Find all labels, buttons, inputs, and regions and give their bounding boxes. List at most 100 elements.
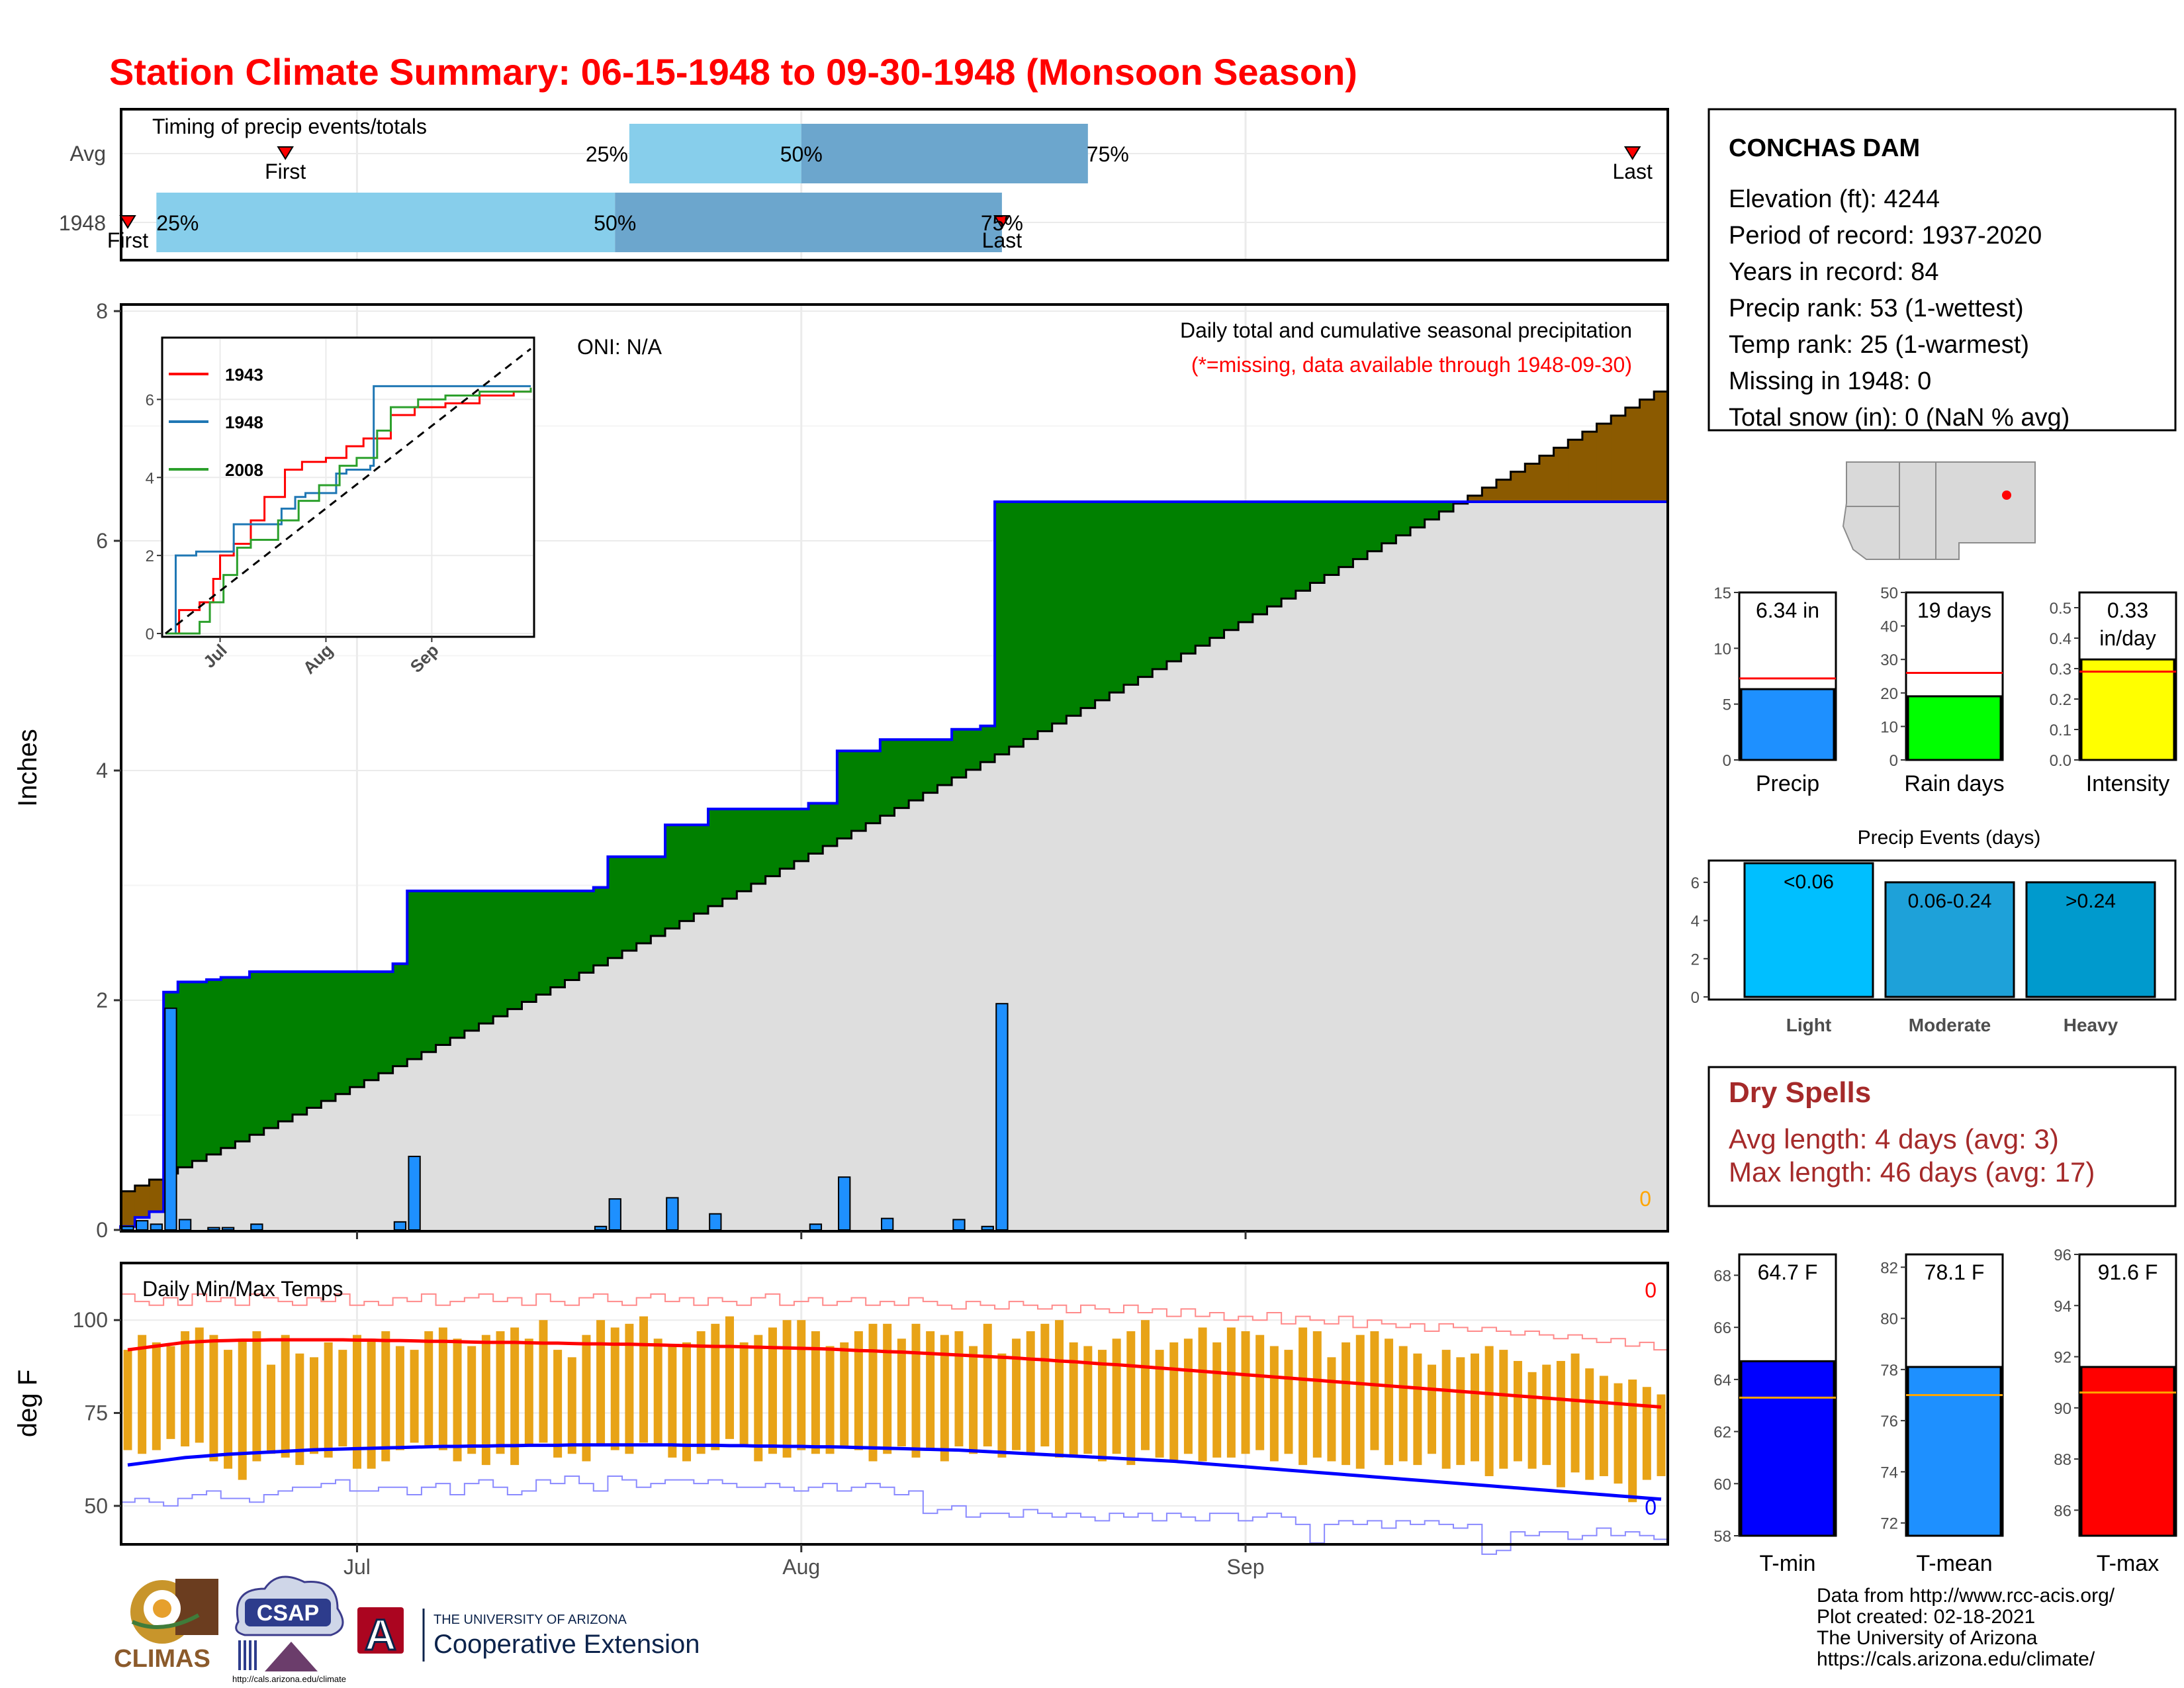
deficit-area [1482,487,1497,502]
daily-temp-range-bar [424,1331,433,1447]
daily-temp-range-bar [711,1323,720,1450]
csap-url: http://cals.arizona.edu/climate [232,1674,346,1684]
surplus-area [192,982,207,1161]
summary-chart-label: T-min [1760,1551,1816,1576]
daily-temp-range-bar [1542,1364,1551,1466]
daily-temp-range-bar [1456,1357,1465,1466]
daily-temp-range-bar [467,1346,477,1454]
summary-y-tick-label: 10 [1880,718,1898,736]
daily-temp-range-bar [352,1335,361,1469]
summary-y-tick-label: 64 [1713,1372,1731,1389]
deficit-area [1568,440,1583,502]
summary-value-label: 19 days [1917,598,1991,622]
temp-y-tick-label: 100 [73,1308,108,1332]
surplus-area [1224,502,1239,630]
surplus-area [694,825,709,914]
summary-value-label: 64.7 F [1758,1260,1818,1284]
surplus-area [206,979,222,1155]
summary-chart-t-max: 91.6 F 86 88 90 92 94 96 T-max [2054,1246,2177,1576]
daily-temp-range-bar [854,1331,863,1450]
daily-temp-range-bar [1183,1338,1193,1454]
surplus-area [278,971,293,1122]
daily-temp-range-bar [1499,1350,1508,1469]
precip-panel-subtitle: (*=missing, data available through 1948-… [1191,353,1632,377]
daily-temp-range-bar [926,1331,935,1450]
daily-temp-range-bar [209,1335,218,1462]
daily-temp-range-bar [1370,1331,1379,1450]
first-label-1948: First [107,228,148,252]
daily-temp-range-bar [1198,1327,1207,1462]
daily-temp-range-bar [782,1320,792,1458]
ua-name: THE UNIVERSITY OF ARIZONA [433,1613,627,1627]
surplus-area [1281,502,1297,599]
temp-panel-title: Daily Min/Max Temps [142,1277,343,1301]
daily-temp-range-bar [410,1350,419,1443]
precip-event-bar-label: 0.06-0.24 [1908,890,1992,912]
daily-temp-range-bar [610,1327,619,1450]
surplus-area [1052,502,1067,724]
surplus-area [966,729,981,770]
summary-value-label: 78.1 F [1925,1260,1985,1284]
surplus-area [321,971,336,1102]
surplus-area [679,825,694,921]
csap-wordmark: CSAP [257,1601,319,1626]
summary-y-tick-label: 90 [2054,1400,2071,1418]
precip-event-category-label: Moderate [1909,1015,1991,1035]
p25-label-1948: 25% [156,211,199,235]
surplus-area [235,977,250,1142]
daily-temp-range-bar [1083,1346,1093,1454]
inset-y-tick-label: 4 [146,469,154,487]
surplus-area [550,890,565,988]
daily-temp-range-bar [1169,1342,1179,1462]
cumulative-1948-line [119,500,1668,1230]
footer-university: The University of Arizona [1817,1627,2038,1649]
summary-y-tick-label: 0.4 [2050,630,2071,648]
temp-missing-max-label: 0 [1645,1278,1657,1302]
daily-precip-bar [221,1227,235,1231]
summary-y-tick-label: 96 [2054,1246,2071,1264]
daily-precip-bar [121,1225,134,1231]
summary-y-tick-label: 0.1 [2050,722,2071,739]
surplus-area [909,739,924,801]
csap-logo: CSAP http://cals.arizona.edu/climate [232,1575,346,1684]
summary-value-bar [2080,658,2175,761]
daily-temp-range-bar [739,1342,749,1447]
deficit-area [1625,407,1641,502]
surplus-area [1353,502,1368,559]
precip-missing-count: 0 [1639,1187,1651,1211]
daily-temp-range-bar [725,1316,734,1439]
summary-y-tick-label: 15 [1713,585,1731,602]
summary-y-tick-label: 94 [2054,1297,2071,1315]
station-name: CONCHAS DAM [1729,134,1920,162]
average-low-line [127,1443,1662,1501]
surplus-area [880,739,895,816]
daily-temp-range-bar [367,1338,376,1469]
summary-chart-label: Rain days [1904,771,2004,796]
deficit-area [1525,463,1540,502]
daily-temp-range-bar [639,1316,649,1443]
record-high-line [120,1293,1668,1351]
surplus-area [349,971,365,1088]
precip-events-title: Precip Events (days) [1858,827,2041,849]
surplus-area [1023,502,1038,739]
timing-panel-label: Timing of precip events/totals [152,115,427,138]
precip-events-y-tick-label: 0 [1691,989,1700,1007]
summary-y-tick-label: 5 [1723,696,1731,714]
surplus-area [1038,502,1053,731]
daily-temp-range-bar [1298,1327,1308,1466]
daily-temp-range-bar [1140,1320,1150,1450]
location-map [1842,461,2036,560]
summary-chart-label: T-max [2097,1551,2159,1576]
precip-panel: 0 2 4 6 8 Inches Daily total and cumulative … [13,299,1669,1242]
daily-temp-range-bar [1040,1323,1050,1447]
daily-temp-range-bar [668,1346,677,1458]
daily-temp-range-bar [1055,1320,1064,1458]
precip-events-y-tick-label: 6 [1691,874,1700,892]
inset-y-tick-label: 0 [146,626,154,643]
station-info-box: CONCHAS DAM Elevation (ft): 4244 Period … [1707,108,2177,432]
precip-events-y-tick-label: 2 [1691,951,1700,968]
summary-value-bar [1907,1366,2002,1537]
daily-temp-range-bar [138,1335,147,1454]
surplus-area [980,726,995,763]
summary-y-tick-label: 20 [1880,685,1898,703]
